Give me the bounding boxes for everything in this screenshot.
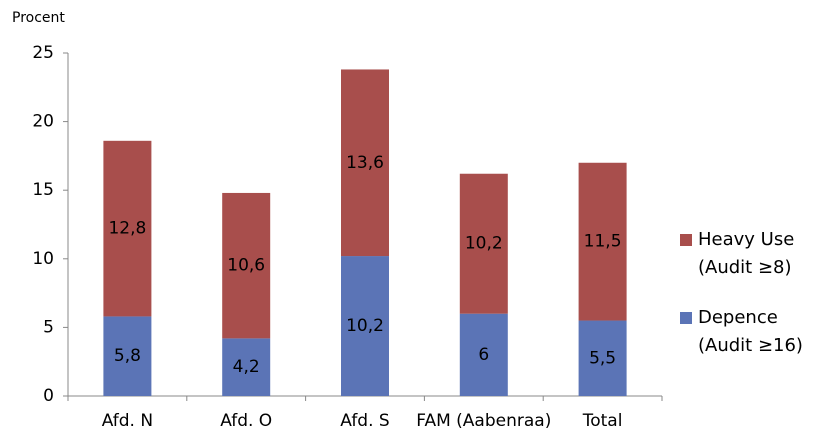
value-label: 5,5 — [589, 348, 616, 368]
value-label: 10,6 — [227, 256, 265, 276]
x-tick-label: FAM (Aabenraa) — [416, 411, 551, 431]
legend-swatch — [680, 234, 692, 246]
bar-segment — [578, 162, 627, 321]
legend-swatch — [680, 312, 692, 324]
value-label: 5,8 — [114, 346, 141, 366]
value-label: 4,2 — [233, 357, 260, 377]
x-tick-label: Afd. O — [220, 411, 272, 431]
bar-segment — [341, 69, 389, 257]
legend-label: Depence (Audit ≥16) — [698, 307, 803, 356]
y-tick-label: 20 — [32, 112, 54, 132]
bar-segment — [341, 256, 389, 396]
value-label: 6 — [478, 345, 489, 365]
y-axis-label: Procent — [12, 10, 65, 26]
value-label: 12,8 — [108, 219, 146, 239]
y-tick-label: 5 — [43, 317, 54, 337]
y-tick-label: 0 — [43, 386, 54, 406]
y-tick-label: 15 — [32, 180, 54, 200]
legend-label: Heavy Use (Audit ≥8) — [698, 229, 795, 278]
bar-segment — [578, 320, 627, 396]
x-tick-label: Afd. S — [340, 411, 389, 431]
x-tick-label: Total — [582, 411, 623, 431]
bar-segment — [222, 192, 271, 339]
bar-segment — [459, 173, 508, 314]
value-label: 10,2 — [465, 234, 503, 254]
bar-segment — [103, 140, 152, 317]
value-label: 10,2 — [346, 316, 384, 336]
value-label: 13,6 — [346, 153, 384, 173]
bar-segment — [222, 338, 271, 396]
value-label: 11,5 — [584, 232, 622, 252]
bar-segment — [459, 313, 508, 396]
bar-segment — [103, 316, 152, 396]
x-tick-label: Afd. N — [102, 411, 153, 431]
y-tick-label: 25 — [32, 43, 54, 63]
y-tick-label: 10 — [32, 249, 54, 269]
